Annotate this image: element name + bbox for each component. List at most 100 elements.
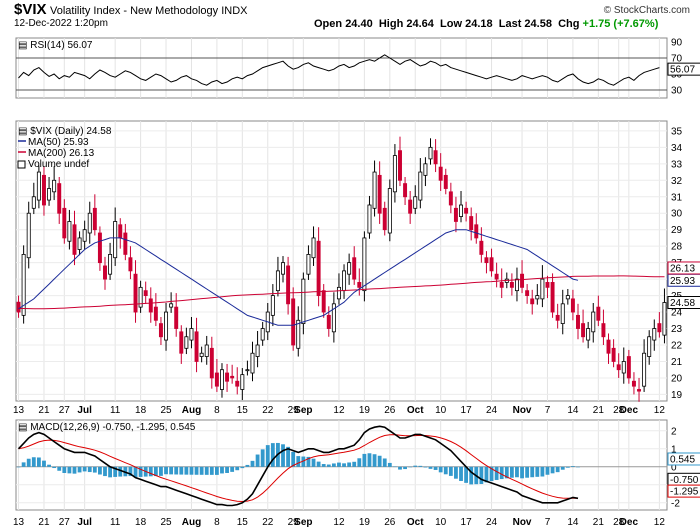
x-tick-label: 11 bbox=[110, 405, 121, 416]
macd-hist-bar bbox=[555, 466, 560, 473]
macd-hist-bar bbox=[443, 466, 448, 475]
x-tick-label: 21 bbox=[38, 405, 50, 416]
x-tick-label: 19 bbox=[359, 517, 371, 528]
macd-hist-bar bbox=[42, 460, 46, 467]
candle-body bbox=[103, 265, 107, 280]
rsi-legend: ▤ RSI(14) 56.07 bbox=[18, 40, 93, 51]
macd-hist-bar bbox=[281, 444, 285, 467]
x-tick-label: 29 bbox=[288, 517, 300, 528]
candle-body bbox=[316, 240, 321, 296]
macd-hist-bar bbox=[479, 466, 484, 485]
x-tick-label: 21 bbox=[38, 517, 50, 528]
macd-hist-bar bbox=[403, 466, 407, 470]
x-tick-label: Sep bbox=[294, 517, 312, 528]
macd-hist-bar bbox=[357, 458, 362, 467]
candle-body bbox=[306, 254, 311, 275]
candle-body bbox=[347, 262, 352, 275]
candle-body bbox=[331, 303, 336, 333]
price-y-tick: 28 bbox=[671, 242, 683, 253]
x-tick-label: 17 bbox=[461, 405, 473, 416]
candle-body bbox=[362, 237, 367, 292]
candle-body bbox=[62, 207, 67, 239]
macd-hist-bar bbox=[520, 466, 524, 479]
macd-hist-bar bbox=[189, 466, 194, 475]
x-tick-label: 27 bbox=[59, 517, 71, 528]
candle-body bbox=[413, 196, 418, 209]
macd-hist-bar bbox=[535, 466, 540, 477]
candle-body bbox=[398, 150, 402, 181]
candle-body bbox=[540, 278, 545, 300]
rsi-last-label: 56.07 bbox=[670, 65, 695, 76]
macd-hist-bar bbox=[464, 466, 469, 483]
price-panel bbox=[15, 120, 668, 402]
timestamp: 12-Dec-2022 1:20pm bbox=[14, 18, 108, 29]
candle-body bbox=[133, 273, 138, 313]
macd-signal-last-label-box bbox=[667, 484, 700, 498]
candle-body bbox=[403, 183, 408, 198]
macd-hist-bar bbox=[509, 466, 514, 478]
macd-hist-bar bbox=[301, 456, 306, 467]
candle-body bbox=[92, 207, 97, 231]
macd-y-tick: 1 bbox=[671, 444, 677, 455]
candle-body bbox=[36, 171, 41, 201]
macd-hist-bar bbox=[270, 443, 275, 467]
macd-hist-bar bbox=[459, 466, 463, 481]
candle-body bbox=[174, 306, 179, 329]
candle-body bbox=[514, 278, 519, 292]
candle-body bbox=[352, 257, 357, 280]
macd-hist-bar bbox=[423, 466, 428, 468]
open-label: Open bbox=[314, 18, 343, 30]
candle-body bbox=[235, 380, 240, 387]
x-tick-label: Nov bbox=[513, 405, 532, 416]
candle-body bbox=[31, 196, 36, 209]
x-tick-label: 18 bbox=[135, 517, 147, 528]
candle-body bbox=[250, 352, 255, 374]
macd-hist-bar bbox=[337, 462, 341, 467]
macd-hist-bar bbox=[57, 466, 62, 471]
rsi-line bbox=[18, 54, 660, 86]
macd-hist-bar bbox=[515, 466, 519, 478]
candle-body bbox=[184, 336, 189, 349]
candle-body bbox=[143, 290, 148, 296]
macd-hist-bar bbox=[179, 466, 184, 475]
high-value: 24.64 bbox=[406, 18, 434, 30]
macd-hist-bar bbox=[331, 463, 336, 467]
candle-body bbox=[392, 155, 397, 193]
x-tick-label: Jul bbox=[77, 405, 92, 416]
x-tick-label: 7 bbox=[545, 517, 551, 528]
candle-body bbox=[291, 298, 296, 346]
macd-y-tick: 0 bbox=[671, 462, 677, 473]
macd-hist-bar bbox=[245, 464, 250, 467]
x-tick-label: 21 bbox=[593, 517, 605, 528]
candle-body bbox=[72, 224, 77, 255]
macd-signal-line bbox=[18, 434, 579, 503]
macd-hist-bar bbox=[250, 460, 255, 467]
candle-body bbox=[626, 356, 631, 379]
macd-hist-bar bbox=[418, 465, 423, 467]
candle-body bbox=[225, 372, 230, 382]
candle-body bbox=[489, 257, 494, 272]
candle-body bbox=[220, 369, 224, 390]
macd-hist-bar bbox=[571, 466, 575, 467]
x-tick-label: 12 bbox=[333, 517, 345, 528]
macd-hist-bar bbox=[220, 466, 224, 474]
candle-body bbox=[138, 286, 143, 308]
chart-header: $VIX Volatility Index - New Methodology … bbox=[0, 0, 700, 34]
candle-body bbox=[657, 323, 662, 333]
candle-body bbox=[576, 314, 580, 329]
candle-body bbox=[179, 331, 184, 354]
macd-hist-bar bbox=[321, 464, 326, 467]
x-tick-label: 29 bbox=[288, 405, 300, 416]
macd-hist-bar bbox=[433, 466, 438, 470]
macd-hist-bar bbox=[159, 466, 163, 476]
x-tick-label: 12 bbox=[654, 517, 666, 528]
macd-hist-bar bbox=[499, 466, 504, 480]
candle-body bbox=[596, 306, 601, 321]
macd-hist-bar bbox=[164, 466, 168, 475]
candle-body bbox=[255, 344, 260, 357]
price-y-tick: 31 bbox=[671, 192, 683, 203]
candle-body bbox=[499, 282, 504, 288]
candle-body bbox=[494, 273, 499, 280]
price-y-tick: 34 bbox=[671, 143, 683, 154]
